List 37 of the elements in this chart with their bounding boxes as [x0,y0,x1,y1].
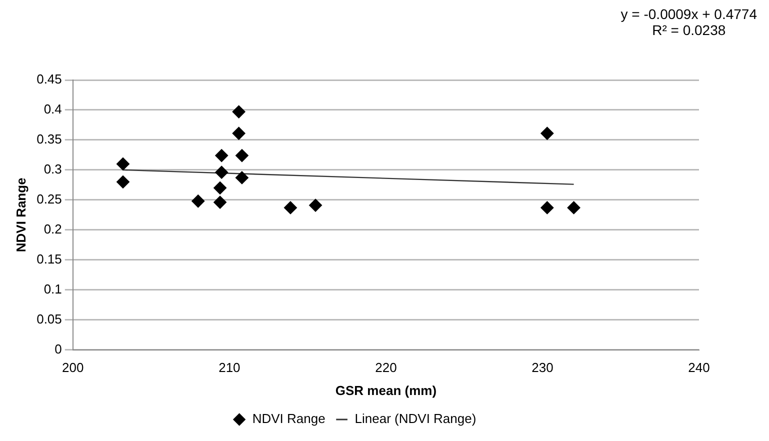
x-tick-label: 230 [532,360,554,376]
point [192,194,205,208]
point [214,181,227,194]
point [215,149,228,162]
point [540,126,554,140]
y-tick-label: 0.3 [44,162,62,177]
text: R² = 0.0238 [651,22,727,38]
y-tick-label: 0.15 [36,251,62,266]
x-tick-label: 240 [688,360,710,376]
point [309,198,322,212]
y-tick-label: 0.25 [36,191,62,206]
x-tick-label: 220 [375,360,397,376]
y-axis-title: NDVI Range [13,178,28,252]
legend-label: Linear (NDVI Range) [354,411,476,426]
point [116,157,130,170]
point [235,171,248,184]
point [540,201,554,214]
y-tick-label: 0.2 [44,221,62,236]
x-tick-label: 210 [218,360,240,376]
point [567,201,580,214]
legend-label: NDVI Range [252,411,326,426]
point [235,149,248,162]
point [232,126,246,140]
y-tick-label: 0.4 [44,102,62,117]
y-tick-label: 0.45 [36,72,62,87]
point [214,196,227,209]
text: y = -0.0009x + 0.4774 [620,6,757,22]
y-tick-label: 0.35 [36,132,62,147]
y-tick-label: 0 [54,341,62,356]
y-tick-label: 0.05 [36,311,62,326]
x-tick-label: 200 [62,360,84,376]
x-axis-title: GSR mean (mm) [335,382,437,398]
point [232,105,246,118]
y-tick-label: 0.1 [44,281,62,296]
point [284,201,297,214]
point [215,166,228,179]
point [116,175,130,188]
